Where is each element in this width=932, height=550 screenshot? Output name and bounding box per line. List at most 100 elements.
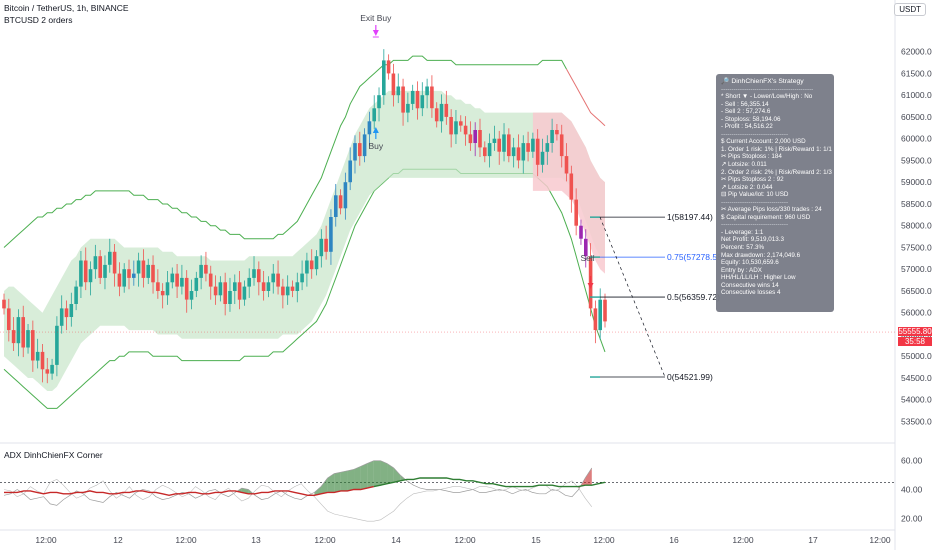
- candle-body: [603, 299, 607, 322]
- panel-line: Net Profit: 9,519,013.3: [721, 236, 785, 244]
- candle-body: [141, 260, 146, 278]
- candle-body: [309, 260, 314, 270]
- panel-line: --------------------------------: [721, 130, 789, 138]
- candle-body: [40, 351, 45, 370]
- candle-body: [334, 195, 338, 217]
- candle-body: [521, 143, 526, 161]
- candle-body: [526, 143, 530, 152]
- fib-diagonal: [599, 217, 666, 378]
- candle-body: [559, 134, 564, 157]
- candle-body: [430, 86, 434, 109]
- candle-body: [45, 369, 50, 374]
- candle-body: [271, 273, 275, 283]
- candle-body: [550, 130, 554, 143]
- price-tick: 62000.00: [901, 47, 932, 57]
- price-tick: 59500.00: [901, 155, 932, 165]
- price-tick: 59000.00: [901, 177, 932, 187]
- candle-body: [396, 86, 401, 96]
- panel-line: ✂ Pips Stoploss 2 : 92: [721, 176, 784, 184]
- panel-title: DinhChienFX's Strategy: [731, 78, 804, 85]
- candle-body: [136, 260, 141, 274]
- candle-body: [165, 282, 170, 296]
- price-tick: 61500.00: [901, 68, 932, 78]
- candle-body: [516, 147, 521, 161]
- panel-line: HH/HL/LL/LH : Higher Low: [721, 274, 796, 282]
- symbol-title: Bitcoin / TetherUS, 1h, BINANCE: [4, 3, 129, 13]
- candle-body: [406, 103, 410, 113]
- panel-line: - Stoploss: 58,194.06: [721, 115, 781, 123]
- adx-fill: [354, 466, 361, 490]
- candle-body: [343, 182, 348, 209]
- price-tick: 60500.00: [901, 112, 932, 122]
- panel-line: ⊟ Pip Value/lot: 10 USD: [721, 191, 789, 199]
- candle-body: [146, 264, 150, 278]
- fib-label: 0.5(56359.72): [667, 292, 720, 302]
- time-tick: 15: [531, 535, 541, 545]
- candle-body: [79, 260, 83, 287]
- time-axis: 12:00 12 12:00 13 12:00 14 12:00 15 12:00 16 12:00…: [35, 535, 891, 545]
- price-tick: 56500.00: [901, 286, 932, 296]
- candle-body: [305, 260, 309, 274]
- candle-body: [276, 273, 280, 287]
- sell-arrow-icon: [587, 283, 594, 289]
- candle-body: [59, 308, 64, 326]
- candle-body: [555, 130, 559, 135]
- candles[interactable]: [0, 49, 895, 384]
- time-tick: 17: [808, 535, 818, 545]
- currency-badge[interactable]: USDT: [894, 3, 926, 16]
- time-tick: 12:00: [35, 535, 57, 545]
- panel-line: ✂ Average Pips loss/330 trades : 24: [721, 206, 822, 214]
- panel-line: Consecutive losses 4: [721, 289, 781, 297]
- time-tick: 14: [391, 535, 401, 545]
- candle-body: [223, 282, 227, 304]
- candle-body: [468, 134, 473, 144]
- candle-body: [204, 264, 208, 274]
- candle-body: [156, 282, 160, 291]
- adx-tick: 60.00: [901, 456, 923, 466]
- panel-line: Consecutive wins 14: [721, 281, 779, 289]
- candle-body: [492, 138, 497, 143]
- trade-marker-label: Exit Buy: [360, 13, 392, 23]
- candle-body: [151, 264, 155, 283]
- trade-markers: Exit Buy Buy Sell: [360, 13, 595, 289]
- time-tick: 12:00: [869, 535, 891, 545]
- adx-fill: [347, 469, 355, 491]
- panel-line: - Sell 2 : 57,274.6: [721, 108, 771, 116]
- panel-line: --------------------------------: [721, 198, 789, 206]
- candle-body: [180, 277, 184, 287]
- candle-body: [218, 282, 223, 296]
- di-plus-line: [3, 460, 593, 506]
- trade-marker-label: Buy: [369, 141, 384, 151]
- candle-body: [434, 108, 439, 122]
- candle-body: [478, 130, 482, 148]
- candle-body: [132, 273, 136, 278]
- candle-body: [184, 277, 189, 300]
- price-tick: 61000.00: [901, 90, 932, 100]
- price-tick: 57500.00: [901, 242, 932, 252]
- candle-body: [314, 256, 319, 270]
- candle-body: [266, 282, 271, 291]
- candle-body: [103, 264, 107, 278]
- candle-body: [531, 138, 535, 152]
- candle-body: [454, 121, 458, 135]
- candle-body: [7, 308, 11, 331]
- adx-fill: [314, 486, 322, 496]
- candle-body: [348, 160, 352, 183]
- candle-body: [83, 260, 88, 283]
- adx-line-green: [373, 477, 606, 488]
- adx-fill: [360, 463, 368, 490]
- candle-body: [545, 143, 550, 152]
- adx-pane: 60.00 40.00 20.00: [0, 456, 923, 523]
- candle-body: [410, 90, 415, 104]
- panel-line: * Short ▼ - Lower/Low/High : No: [721, 93, 813, 101]
- adx-fill: [373, 460, 381, 487]
- candle-body: [69, 304, 74, 317]
- candle-body: [170, 273, 175, 283]
- candle-body: [26, 330, 30, 348]
- price-tick: 56000.00: [901, 308, 932, 318]
- adx-tick: 20.00: [901, 513, 923, 523]
- candle-body: [425, 86, 429, 96]
- candle-body: [233, 282, 237, 291]
- indicator-title: ADX DinhChienFX Corner: [4, 450, 103, 460]
- panel-lines: * Short ▼ - Lower/Low/High : No - Sell : …: [721, 93, 832, 297]
